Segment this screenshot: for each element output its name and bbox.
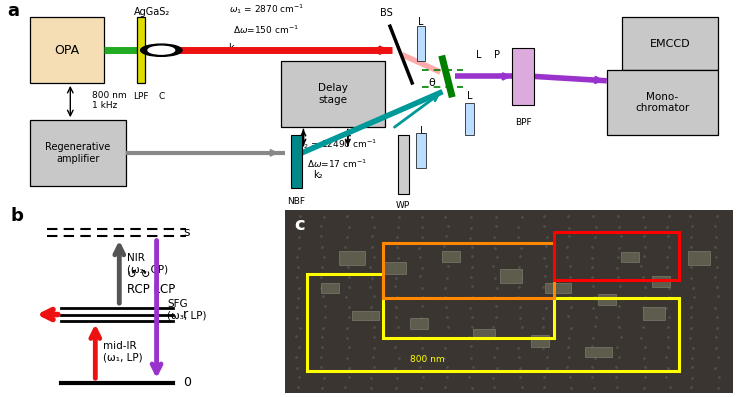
Bar <box>410 318 428 329</box>
Bar <box>652 276 670 287</box>
Text: WP: WP <box>396 201 411 210</box>
Bar <box>585 347 612 357</box>
Text: $\omega_2$ = 12490 cm$^{-1}$: $\omega_2$ = 12490 cm$^{-1}$ <box>296 138 377 152</box>
Bar <box>339 251 366 265</box>
Text: OPA: OPA <box>54 44 79 57</box>
Bar <box>643 307 665 320</box>
Text: b: b <box>10 207 23 225</box>
Bar <box>500 269 522 283</box>
Text: Delay
stage: Delay stage <box>318 83 348 105</box>
Bar <box>473 329 495 338</box>
Bar <box>465 103 474 135</box>
Bar <box>598 295 616 305</box>
Text: BS: BS <box>380 8 393 18</box>
Bar <box>607 70 718 135</box>
Text: s: s <box>184 226 189 239</box>
Text: c: c <box>294 216 304 234</box>
Bar <box>545 283 571 293</box>
Text: NIR
(ω₂, CP): NIR (ω₂, CP) <box>127 252 169 274</box>
Text: (λ/2 or λ/4): (λ/2 or λ/4) <box>380 214 427 223</box>
Bar <box>621 252 639 262</box>
Text: ↺ ↻
RCP LCP: ↺ ↻ RCP LCP <box>127 268 175 296</box>
Circle shape <box>141 44 182 56</box>
Bar <box>622 17 718 70</box>
Bar <box>688 251 710 265</box>
Bar <box>383 262 406 274</box>
Bar <box>291 135 302 188</box>
Bar <box>512 48 534 105</box>
Bar <box>398 135 409 195</box>
Text: L: L <box>418 17 424 27</box>
Bar <box>352 311 379 320</box>
Text: k₂: k₂ <box>314 170 323 180</box>
Text: SFG
(ω₃, LP): SFG (ω₃, LP) <box>167 299 206 320</box>
Text: a: a <box>7 2 19 20</box>
Bar <box>320 283 339 293</box>
Text: C: C <box>158 92 164 101</box>
Bar <box>442 251 460 262</box>
Text: $\Delta\omega$=150 cm$^{-1}$: $\Delta\omega$=150 cm$^{-1}$ <box>234 24 299 37</box>
Text: k₁: k₁ <box>229 43 238 53</box>
Text: P: P <box>494 50 500 60</box>
Text: 800 nm
1 kHz: 800 nm 1 kHz <box>92 91 127 110</box>
Text: Regenerative
amplifier: Regenerative amplifier <box>45 142 110 164</box>
Bar <box>417 26 425 61</box>
Bar <box>137 17 145 83</box>
Text: mid-IR
(ω₁, LP): mid-IR (ω₁, LP) <box>104 341 143 363</box>
Text: BPF: BPF <box>515 118 531 127</box>
Bar <box>531 335 549 347</box>
Text: NBF: NBF <box>287 197 305 206</box>
Circle shape <box>148 46 175 54</box>
Text: L: L <box>467 91 473 101</box>
Text: $\omega_1$ = 2870 cm$^{-1}$: $\omega_1$ = 2870 cm$^{-1}$ <box>229 2 304 16</box>
Text: 0: 0 <box>184 376 191 389</box>
Text: r: r <box>184 308 189 321</box>
Text: Mono-
chromator: Mono- chromator <box>635 92 690 114</box>
Text: L: L <box>420 126 426 136</box>
Bar <box>30 120 126 186</box>
Text: LPF: LPF <box>134 92 149 101</box>
Text: EMCCD: EMCCD <box>650 39 690 49</box>
Text: AgGaS₂: AgGaS₂ <box>134 7 169 17</box>
Text: L: L <box>476 50 482 60</box>
Bar <box>30 17 104 83</box>
Bar <box>416 133 426 168</box>
Text: $\Delta\omega$=17 cm$^{-1}$: $\Delta\omega$=17 cm$^{-1}$ <box>306 157 367 170</box>
Bar <box>281 61 385 127</box>
Text: 800 nm: 800 nm <box>410 355 445 364</box>
Text: θ: θ <box>428 78 435 88</box>
